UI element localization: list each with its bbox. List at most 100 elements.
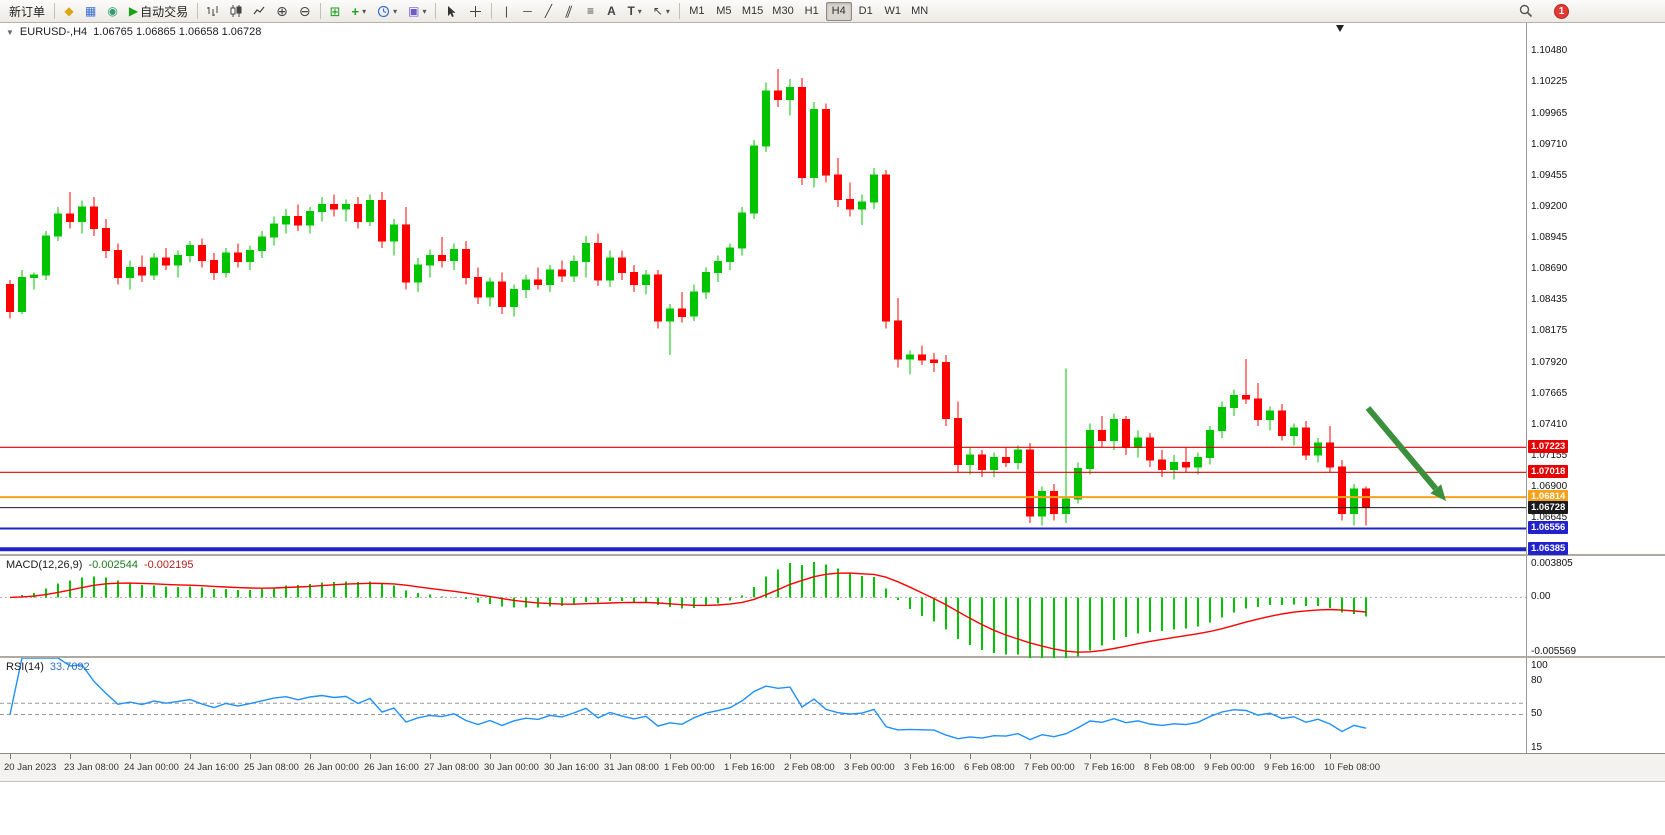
arrows-tool-button[interactable]: ↖ ▾ xyxy=(648,2,675,21)
price-axis-label: 1.07155 xyxy=(1531,450,1568,461)
time-axis-label: 27 Jan 08:00 xyxy=(424,762,479,773)
time-axis-tick xyxy=(130,754,131,759)
horizontal-line-tool-button[interactable]: ─ xyxy=(517,2,537,21)
price-line-badge: 1.07018 xyxy=(1528,465,1569,478)
toolbar-separator xyxy=(435,3,437,19)
toolbar-separator xyxy=(491,3,493,19)
zoom-in-button[interactable]: ⊕ xyxy=(271,2,293,21)
new-order-button[interactable]: 新订单 xyxy=(4,2,50,21)
chart-shift-marker[interactable] xyxy=(1336,25,1344,32)
time-axis-tick xyxy=(1270,754,1271,759)
rsi-chart[interactable] xyxy=(0,658,1526,754)
cursor-button[interactable] xyxy=(440,2,463,21)
label-tool-button[interactable]: T ▾ xyxy=(622,2,646,21)
rsi-level-lines xyxy=(0,702,1526,715)
line-chart-type-button[interactable] xyxy=(248,2,270,21)
crosshair-button[interactable] xyxy=(464,2,487,21)
time-axis-tick xyxy=(670,754,671,759)
macd-label: MACD(12,26,9) xyxy=(6,559,83,571)
time-axis-tick xyxy=(310,754,311,759)
price-line-badge: 1.06814 xyxy=(1528,490,1569,503)
periods-button[interactable]: ▾ xyxy=(372,2,402,21)
rsi-axis[interactable]: 100 80 50 15 xyxy=(1526,658,1665,753)
time-axis-tick xyxy=(1330,754,1331,759)
cursor-arrow-icon xyxy=(448,5,456,17)
timeframe-mn-button[interactable]: MN xyxy=(907,2,933,21)
macd-histogram xyxy=(21,561,1367,658)
time-axis-label: 3 Feb 16:00 xyxy=(904,762,955,773)
timeframe-w1-button[interactable]: W1 xyxy=(880,2,906,21)
time-axis-tick xyxy=(250,754,251,759)
search-button[interactable] xyxy=(1514,2,1538,21)
candles-layer xyxy=(6,69,1370,526)
bar-chart-type-button[interactable] xyxy=(202,2,224,21)
terminal-button[interactable]: ◉ xyxy=(102,2,122,21)
chart-menu-caret-icon[interactable]: ▼ xyxy=(6,27,14,37)
toolbar-separator xyxy=(54,3,56,19)
fibonacci-icon: ≡ xyxy=(586,4,594,18)
macd-chart[interactable] xyxy=(0,556,1526,658)
timeframe-h4-button[interactable]: H4 xyxy=(825,1,852,21)
time-axis-label: 2 Feb 08:00 xyxy=(784,762,835,773)
price-axis-label: 1.07920 xyxy=(1531,357,1568,368)
time-axis-label: 10 Feb 08:00 xyxy=(1324,762,1380,773)
time-axis-label: 1 Feb 00:00 xyxy=(664,762,715,773)
vertical-line-tool-button[interactable]: | xyxy=(496,2,516,21)
macd-signal-value: -0.002195 xyxy=(143,559,194,571)
price-axis-label: 1.08945 xyxy=(1531,232,1568,243)
time-axis-label: 20 Jan 2023 xyxy=(4,762,57,773)
toolbar-separator xyxy=(197,3,199,19)
rsi-value: 33.7092 xyxy=(49,661,90,673)
price-line-badge: 1.06385 xyxy=(1528,542,1569,555)
macd-axis[interactable]: 0.003805 0.00 -0.005569 xyxy=(1526,556,1665,657)
charts-button[interactable]: ▦ xyxy=(80,2,101,21)
chart-window: ▼ EURUSD-,H4 1.06765 1.06865 1.06658 1.0… xyxy=(0,23,1665,830)
chart-window-icon: ▦ xyxy=(85,4,97,18)
arrows-tool-icon: ↖ xyxy=(652,4,663,18)
price-line-badge: 1.06556 xyxy=(1528,521,1569,534)
time-axis-label: 25 Jan 08:00 xyxy=(244,762,299,773)
timeframe-h1-button[interactable]: H1 xyxy=(799,2,825,21)
chevron-down-icon: ▾ xyxy=(637,6,642,16)
price-axis-label: 1.06900 xyxy=(1531,481,1568,492)
price-axis[interactable]: 1.10480 1.10225 1.09965 1.09710 1.09455 1.092… xyxy=(1526,23,1665,555)
time-axis-tick xyxy=(610,754,611,759)
chevron-down-icon: ▾ xyxy=(665,6,670,16)
notification-badge[interactable]: 1 xyxy=(1554,3,1569,19)
candlestick-type-button[interactable] xyxy=(225,2,247,21)
zoom-out-button[interactable]: ⊖ xyxy=(294,2,316,21)
time-axis-label: 3 Feb 00:00 xyxy=(844,762,895,773)
vertical-line-icon: | xyxy=(504,4,509,18)
indicators-button[interactable]: + ▾ xyxy=(346,2,371,21)
chevron-down-icon: ▾ xyxy=(393,6,398,16)
rsi-axis-label: 80 xyxy=(1531,675,1543,686)
time-axis-tick xyxy=(970,754,971,759)
trend-arrow-annotation[interactable] xyxy=(1365,406,1446,501)
trendline-icon: ╱ xyxy=(544,4,553,18)
candlestick-chart[interactable] xyxy=(0,23,1526,556)
metaeditor-button[interactable]: ◆ xyxy=(59,2,79,21)
toolbar-separator xyxy=(678,3,680,19)
chart-symbol-period: EURUSD-,H4 xyxy=(19,26,88,38)
templates-button[interactable]: ▣ ▾ xyxy=(403,2,431,21)
time-axis-label: 26 Jan 00:00 xyxy=(304,762,359,773)
text-tool-button[interactable]: A xyxy=(601,2,621,21)
timeframe-m5-button[interactable]: M5 xyxy=(711,2,737,21)
price-axis-label: 1.09710 xyxy=(1531,139,1568,150)
time-axis-tick xyxy=(910,754,911,759)
timeframe-d1-button[interactable]: D1 xyxy=(853,2,879,21)
tile-windows-button[interactable]: ⊞ xyxy=(325,2,346,21)
time-axis[interactable]: 20 Jan 2023 23 Jan 08:00 24 Jan 00:00 24 Ja… xyxy=(0,754,1665,782)
zoom-in-icon: ⊕ xyxy=(276,3,288,19)
timeframe-m30-button[interactable]: M30 xyxy=(768,2,797,21)
trendline-tool-button[interactable]: ╱ xyxy=(538,2,558,21)
chevron-down-icon: ▾ xyxy=(362,6,367,16)
auto-trading-button[interactable]: ▶ 自动交易 xyxy=(124,2,193,21)
fibonacci-tool-button[interactable]: ≡ xyxy=(580,2,600,21)
channel-tool-button[interactable]: ∥ xyxy=(559,2,579,21)
macd-axis-label: 0.00 xyxy=(1531,591,1551,602)
time-axis-tick xyxy=(70,754,71,759)
time-axis-tick xyxy=(550,754,551,759)
timeframe-m15-button[interactable]: M15 xyxy=(738,2,767,21)
timeframe-m1-button[interactable]: M1 xyxy=(684,2,710,21)
